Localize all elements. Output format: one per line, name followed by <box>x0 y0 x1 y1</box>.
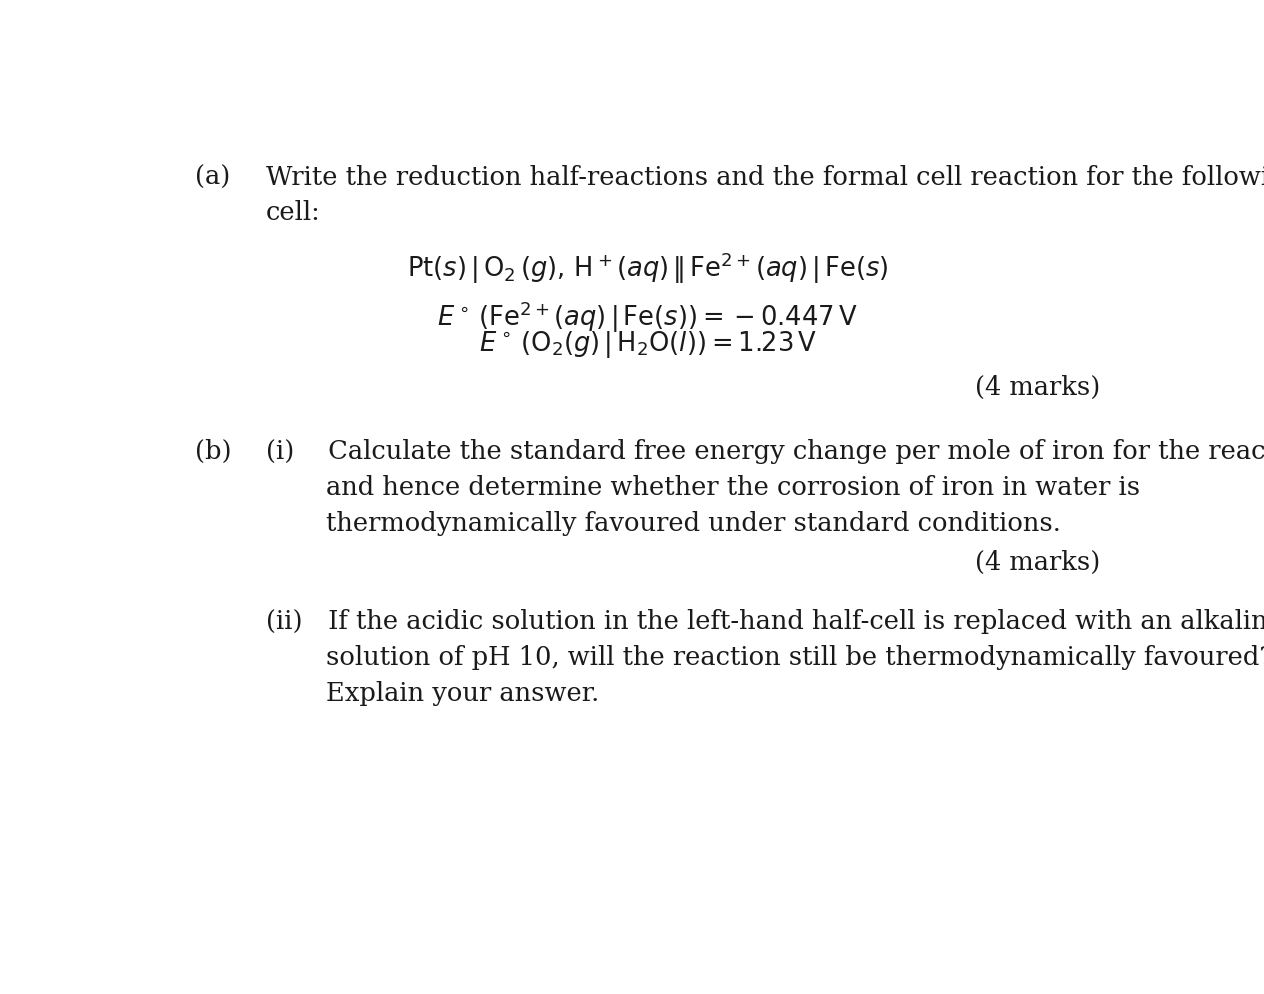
Text: thermodynamically favoured under standard conditions.: thermodynamically favoured under standar… <box>326 511 1062 536</box>
Text: $\mathrm{Pt}(s)\,|\,\mathrm{O}_2\,(g),\,\mathrm{H}^+(aq)\,\|\,\mathrm{Fe}^{2+}(a: $\mathrm{Pt}(s)\,|\,\mathrm{O}_2\,(g),\,… <box>407 250 889 286</box>
Text: Explain your answer.: Explain your answer. <box>326 681 599 706</box>
Text: and hence determine whether the corrosion of iron in water is: and hence determine whether the corrosio… <box>326 475 1140 500</box>
Text: (4 marks): (4 marks) <box>975 551 1101 576</box>
Text: (a): (a) <box>195 165 230 190</box>
Text: Write the reduction half-reactions and the formal cell reaction for the followin: Write the reduction half-reactions and t… <box>265 165 1264 190</box>
Text: (ii) If the acidic solution in the left-hand half-cell is replaced with an alkal: (ii) If the acidic solution in the left-… <box>265 609 1264 634</box>
Text: (b): (b) <box>195 439 231 464</box>
Text: solution of pH 10, will the reaction still be thermodynamically favoured?: solution of pH 10, will the reaction sti… <box>326 645 1264 670</box>
Text: (i)  Calculate the standard free energy change per mole of iron for the reaction: (i) Calculate the standard free energy c… <box>265 439 1264 464</box>
Text: (4 marks): (4 marks) <box>975 375 1101 400</box>
Text: $E^\circ\,(\mathrm{O}_2(g)\,|\,\mathrm{H}_2\mathrm{O}(l)) = 1.23\,\mathrm{V}$: $E^\circ\,(\mathrm{O}_2(g)\,|\,\mathrm{H… <box>479 329 817 360</box>
Text: $E^\circ\,(\mathrm{Fe}^{2+}(aq)\,|\,\mathrm{Fe}(s)) = -0.447\,\mathrm{V}$: $E^\circ\,(\mathrm{Fe}^{2+}(aq)\,|\,\mat… <box>437 300 858 335</box>
Text: cell:: cell: <box>265 200 321 225</box>
